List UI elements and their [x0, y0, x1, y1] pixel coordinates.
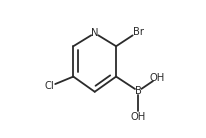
- Text: Cl: Cl: [45, 81, 55, 91]
- Text: Br: Br: [133, 27, 144, 37]
- Text: N: N: [91, 28, 98, 38]
- Text: OH: OH: [150, 73, 165, 83]
- Text: B: B: [135, 86, 142, 96]
- Text: OH: OH: [131, 112, 146, 122]
